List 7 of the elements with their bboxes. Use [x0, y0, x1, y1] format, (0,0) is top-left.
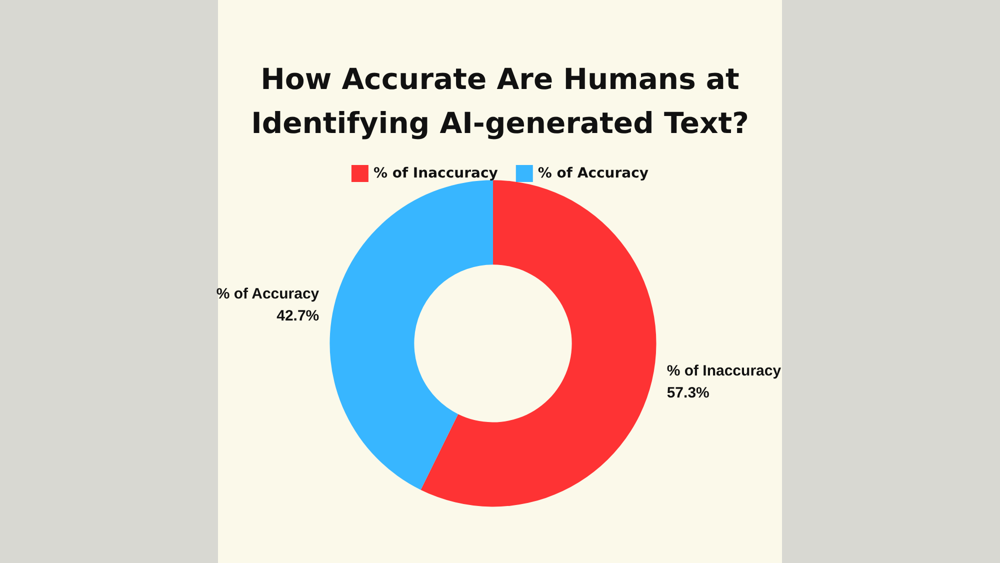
data-label: 57.3% — [666, 384, 710, 402]
chart-title: How Accurate Are Humans at Identifying AI-generated Text? — [251, 62, 749, 140]
slice-label: % of Accuracy — [216, 285, 320, 302]
slice-label: % of Inaccuracy — [666, 362, 782, 380]
legend-label: % of Accuracy — [538, 166, 649, 182]
data-label: 42.7% — [276, 307, 320, 324]
legend-label: % of Inaccuracy — [373, 166, 498, 182]
